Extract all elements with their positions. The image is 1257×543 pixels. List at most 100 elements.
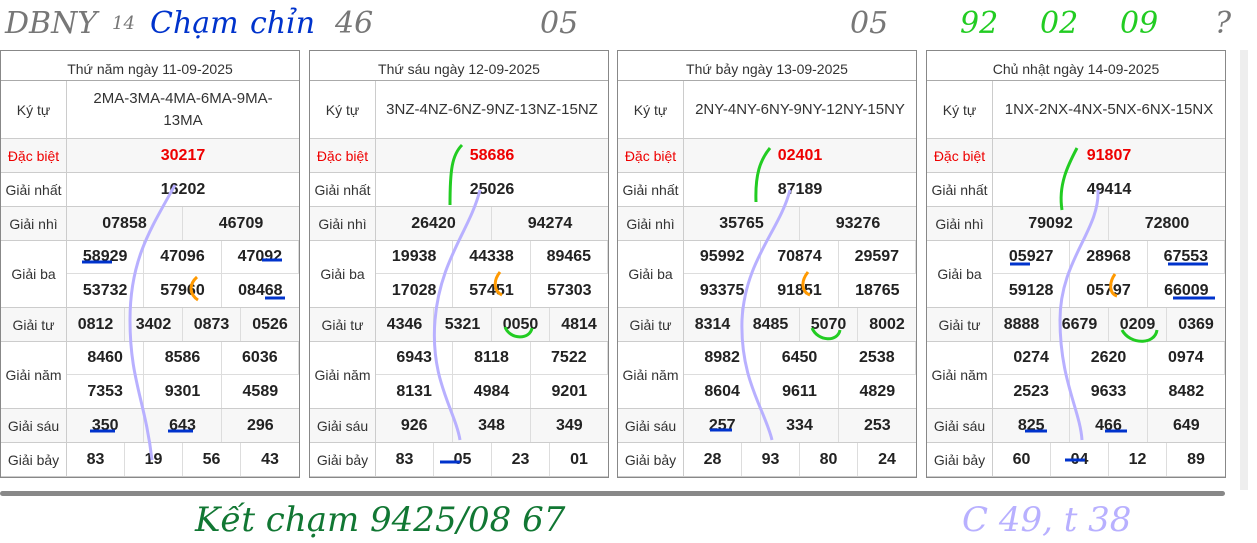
prize-number: 49414	[1086, 180, 1132, 198]
prize-number: 2523	[993, 375, 1071, 408]
prize-number: 57451	[453, 274, 531, 307]
row-label: Giải bảy	[310, 443, 376, 476]
annotation-09: 09	[1120, 6, 1159, 41]
prize-number: 8118	[453, 342, 531, 375]
prize-number: 9633	[1070, 375, 1148, 408]
prize-number: 8888	[993, 308, 1051, 341]
row-giai-nam: Giải năm 6943 8118 7522 8131 4984 9201	[310, 342, 608, 409]
prize-number: 93	[742, 443, 800, 476]
prize-number: 466	[1070, 409, 1148, 442]
prize-number: 91851	[761, 274, 839, 307]
vertical-scrollbar[interactable]	[1240, 50, 1248, 490]
prize-number: 8314	[684, 308, 742, 341]
results-table: Thứ sáu ngày 12-09-2025 Ký tự 3NZ-4NZ-6NZ-…	[309, 50, 609, 478]
prize-number: 926	[376, 409, 454, 442]
prize-number: 05	[434, 443, 492, 476]
prize-number: 60	[993, 443, 1051, 476]
row-giai-sau: Giải sáu 825 466 649	[927, 409, 1225, 443]
prize-number: 80	[800, 443, 858, 476]
row-giai-nam: Giải năm 8982 6450 2538 8604 9611 4829	[618, 342, 916, 409]
prize-number: 8982	[684, 342, 762, 375]
prize-number: 87189	[777, 180, 823, 198]
row-giai-sau: Giải sáu 350 643 296	[1, 409, 299, 443]
prize-number: 4814	[561, 315, 597, 333]
prize-number: 4589	[242, 382, 279, 400]
ky-tu-value: 2MA-3MA-4MA-6MA-9MA-13MA	[93, 89, 273, 129]
prize-number: 348	[453, 409, 531, 442]
prize-number: 825	[993, 409, 1071, 442]
prize-number: 58686	[469, 146, 515, 164]
table-caption: Thứ sáu ngày 12-09-2025	[310, 51, 608, 81]
horizontal-scrollbar[interactable]	[0, 491, 1225, 496]
prize-number: 28	[684, 443, 742, 476]
prize-number: 02401	[777, 146, 823, 164]
annotation-cham: Chạm	[150, 6, 239, 41]
prize-number: 91807	[1086, 146, 1132, 164]
row-giai-nhi: Giải nhì 07858 46709	[1, 207, 299, 241]
row-label: Giải ba	[1, 241, 67, 307]
row-label: Giải nhất	[310, 173, 376, 206]
row-label: Giải tư	[1, 308, 67, 341]
prize-number: 83	[67, 443, 125, 476]
prize-number: 0812	[67, 308, 125, 341]
prize-number: 58929	[67, 241, 145, 274]
prize-number: 72800	[1144, 214, 1190, 232]
prize-number: 0526	[252, 315, 288, 333]
prize-number: 24	[878, 450, 896, 468]
prize-number: 4346	[376, 308, 434, 341]
prize-number: 95992	[684, 241, 762, 274]
row-dac-biet: Đặc biệt 02401	[618, 139, 916, 173]
prize-number: 35765	[684, 207, 800, 240]
row-giai-ba: Giải ba 05927 28968 67553 59128 05797 66009	[927, 241, 1225, 308]
prize-number: 01	[570, 450, 588, 468]
prize-number: 3402	[125, 308, 183, 341]
row-giai-ba: Giải ba 19938 44338 89465 17028 57451 57303	[310, 241, 608, 308]
prize-number: 8482	[1168, 382, 1205, 400]
row-giai-nhat: Giải nhất 16202	[1, 173, 299, 207]
annotation-ket-cham: Kết chạm 9425/08 67	[195, 500, 566, 540]
prize-number: 5070	[800, 308, 858, 341]
prize-number: 0369	[1178, 315, 1214, 333]
prize-number: 19938	[376, 241, 454, 274]
row-giai-nam: Giải năm 0274 2620 0974 2523 9633 8482	[927, 342, 1225, 409]
prize-number: 6450	[761, 342, 839, 375]
row-label: Giải ba	[310, 241, 376, 307]
prize-number: 70874	[761, 241, 839, 274]
prize-number: 0274	[993, 342, 1071, 375]
prize-number: 6036	[221, 342, 299, 375]
prize-number: 04	[1051, 443, 1109, 476]
prize-number: 93276	[835, 214, 881, 232]
prize-number: 25026	[469, 180, 515, 198]
prize-number: 350	[67, 409, 145, 442]
prize-number: 83	[376, 443, 434, 476]
row-giai-tu: Giải tư 0812 3402 0873 0526	[1, 308, 299, 342]
ky-tu-value: 1NX-2NX-4NX-5NX-6NX-15NX	[1004, 100, 1214, 118]
prize-number: 29597	[838, 241, 916, 274]
row-label: Giải nhất	[927, 173, 993, 206]
prize-number: 57960	[144, 274, 222, 307]
prize-number: 26420	[376, 207, 492, 240]
row-ky-tu: Ký tự 1NX-2NX-4NX-5NX-6NX-15NX	[927, 81, 1225, 139]
prize-number: 17028	[376, 274, 454, 307]
row-giai-nam: Giải năm 8460 8586 6036 7353 9301 4589	[1, 342, 299, 409]
prize-number: 649	[1172, 416, 1200, 434]
row-label: Giải ba	[927, 241, 993, 307]
row-giai-ba: Giải ba 95992 70874 29597 93375 91851 18765	[618, 241, 916, 308]
row-label: Giải năm	[927, 342, 993, 408]
row-label: Giải tư	[310, 308, 376, 341]
prize-number: 28968	[1070, 241, 1148, 274]
prize-number: 44338	[453, 241, 531, 274]
prize-number: 296	[246, 416, 274, 434]
row-label: Đặc biệt	[1, 139, 67, 172]
prize-number: 8460	[67, 342, 145, 375]
row-label: Giải năm	[618, 342, 684, 408]
row-label: Giải bảy	[1, 443, 67, 476]
prize-number: 30217	[160, 146, 206, 164]
prize-number: 6679	[1051, 308, 1109, 341]
row-label: Giải sáu	[1, 409, 67, 442]
prize-number: 8485	[742, 308, 800, 341]
prize-number: 5321	[434, 308, 492, 341]
row-label: Đặc biệt	[310, 139, 376, 172]
table-caption: Chủ nhật ngày 14-09-2025	[927, 51, 1225, 81]
prize-number: 05797	[1070, 274, 1148, 307]
